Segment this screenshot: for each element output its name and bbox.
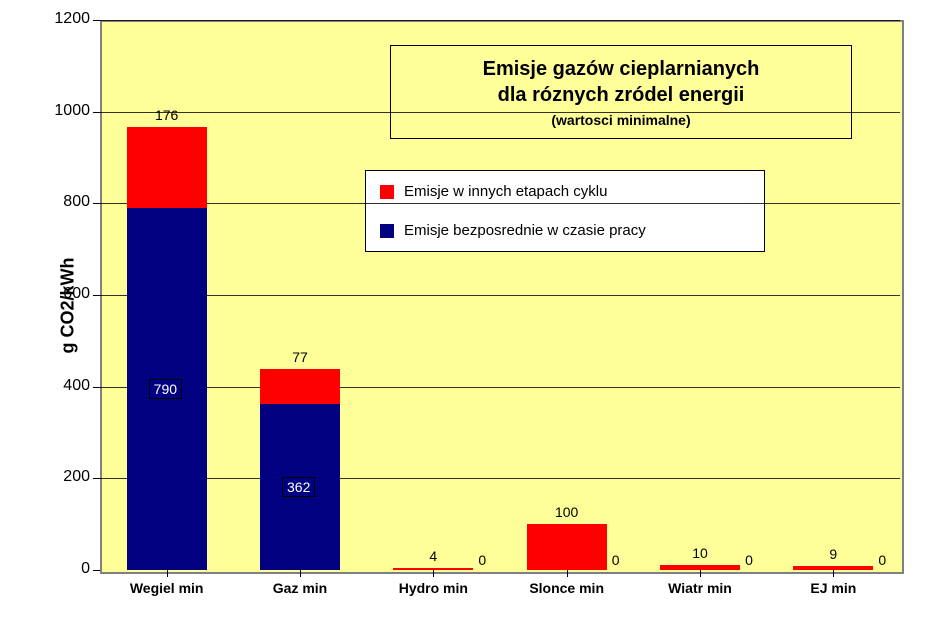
chart-title-box: Emisje gazów cieplarnianych dla róznych … (390, 45, 852, 139)
gridline (100, 295, 900, 296)
x-tick-label: Wiatr min (650, 580, 750, 596)
legend-label-0: Emisje w innych etapach cyklu (404, 183, 607, 200)
bar-top (260, 369, 340, 404)
y-tick-label: 0 (45, 560, 90, 578)
y-tick-mark (93, 203, 100, 204)
bar-label-top: 4 (408, 548, 458, 564)
x-tick-mark (833, 570, 834, 577)
y-tick-label: 200 (45, 468, 90, 486)
bar-label-bottom: 0 (734, 552, 764, 568)
gridline (100, 203, 900, 204)
legend-item-0: Emisje w innych etapach cyklu (380, 183, 750, 200)
gridline (100, 112, 900, 113)
bar-label-bottom: 0 (867, 552, 897, 568)
legend-label-1: Emisje bezposrednie w czasie pracy (404, 222, 646, 239)
y-tick-mark (93, 478, 100, 479)
bar-label-bottom: 0 (601, 552, 631, 568)
y-tick-mark (93, 20, 100, 21)
bar-top (127, 127, 207, 208)
gridline (100, 387, 900, 388)
x-tick-mark (300, 570, 301, 577)
y-tick-label: 1200 (45, 10, 90, 28)
chart-title-line2: dla róznych zródel energii (411, 82, 831, 108)
x-tick-label: Hydro min (383, 580, 483, 596)
x-tick-label: Gaz min (250, 580, 350, 596)
legend-swatch-0 (380, 185, 394, 199)
x-tick-mark (567, 570, 568, 577)
x-tick-label: Wegiel min (117, 580, 217, 596)
y-tick-label: 1000 (45, 102, 90, 120)
bar-label-top: 100 (542, 504, 592, 520)
bar-label-bottom: 362 (282, 477, 315, 497)
legend-item-1: Emisje bezposrednie w czasie pracy (380, 222, 750, 239)
y-tick-mark (93, 112, 100, 113)
bar-label-bottom: 790 (149, 379, 182, 399)
x-tick-mark (700, 570, 701, 577)
x-tick-mark (167, 570, 168, 577)
gridline (100, 478, 900, 479)
y-tick-mark (93, 387, 100, 388)
bar-label-top: 176 (142, 107, 192, 123)
bar-top (660, 565, 740, 570)
x-tick-mark (433, 570, 434, 577)
y-tick-mark (93, 295, 100, 296)
legend-box: Emisje w innych etapach cyklu Emisje bez… (365, 170, 765, 252)
bar-label-top: 77 (275, 349, 325, 365)
legend-swatch-1 (380, 224, 394, 238)
y-axis-label: g CO2/kWh (58, 257, 79, 353)
chart-container: g CO2/kWh Emisje gazów cieplarnianych dl… (10, 10, 916, 617)
bar-label-bottom: 0 (467, 552, 497, 568)
bar-top (527, 524, 607, 570)
chart-title-sub: (wartosci minimalne) (411, 112, 831, 128)
x-tick-label: Slonce min (517, 580, 617, 596)
chart-title-line1: Emisje gazów cieplarnianych (411, 56, 831, 82)
gridline (100, 20, 900, 21)
y-tick-label: 800 (45, 193, 90, 211)
bar-top (793, 566, 873, 570)
y-tick-mark (93, 570, 100, 571)
bar-label-top: 10 (675, 545, 725, 561)
y-tick-label: 400 (45, 377, 90, 395)
x-tick-label: EJ min (783, 580, 883, 596)
y-tick-label: 600 (45, 285, 90, 303)
bar-top (393, 568, 473, 570)
bar-label-top: 9 (808, 546, 858, 562)
